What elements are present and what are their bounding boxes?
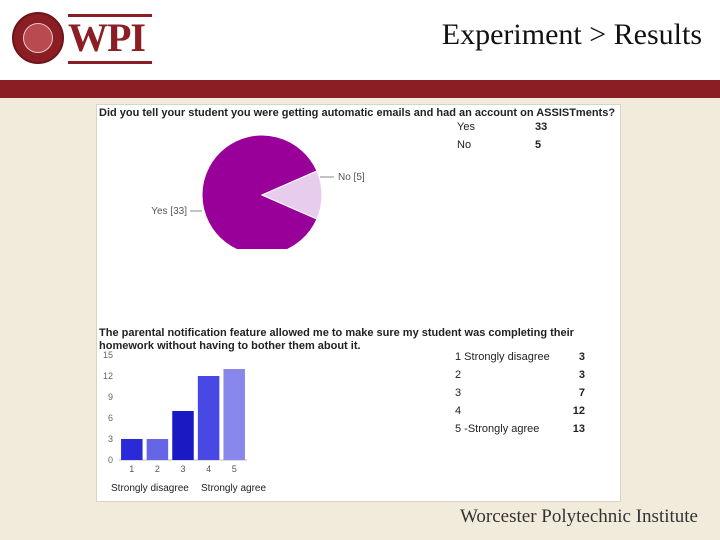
slide-header: WPI Experiment > Results — [0, 0, 720, 80]
bar-legend-value: 3 — [578, 351, 585, 363]
bar-y-tick-label: 9 — [108, 392, 113, 402]
bar-legend-value: 12 — [572, 405, 585, 417]
bar-question: The parental notification feature allowe… — [99, 327, 574, 352]
bar-legend-label: 3 — [455, 387, 462, 399]
bar-y-tick-label: 6 — [108, 413, 113, 423]
wpi-seal-icon — [12, 12, 64, 64]
results-panel: Did you tell your student you were getti… — [96, 104, 621, 502]
bar-legend-label: 2 — [455, 369, 462, 381]
bar-2 — [146, 439, 169, 460]
bar-1 — [121, 439, 143, 460]
bar-legend-value: 3 — [578, 369, 585, 381]
pie-legend-label: Yes — [457, 121, 475, 133]
bar-x-tick-label: 1 — [129, 464, 134, 474]
bar-x-tick-label: 3 — [180, 464, 185, 474]
bar-y-tick-label: 15 — [103, 350, 113, 360]
bar-5 — [223, 369, 245, 460]
pie-legend-label: No — [457, 139, 472, 151]
bar-x-tick-label: 4 — [206, 464, 211, 474]
pie-question: Did you tell your student you were getti… — [99, 107, 616, 119]
x-label-strongly-disagree: Strongly disagree — [111, 483, 189, 494]
bar-y-tick-label: 12 — [103, 371, 113, 381]
logo-rule-bottom — [68, 61, 152, 64]
bar-4 — [197, 376, 220, 460]
slide-title: Experiment > Results — [441, 18, 702, 51]
bar-y-tick-label: 0 — [108, 455, 113, 465]
x-label-strongly-agree: Strongly agree — [201, 483, 267, 494]
pie-slice-no — [260, 170, 323, 220]
institution-name: Worcester Polytechnic Institute — [459, 506, 698, 527]
pie-legend-value: 5 — [535, 139, 542, 151]
logo-wordmark: WPI — [68, 15, 146, 60]
pie-slice-yes — [201, 134, 318, 249]
pie-chart: No [5] Yes [33] — [151, 134, 365, 249]
bar-3 — [172, 411, 194, 460]
header-bar — [0, 80, 720, 98]
bar-legend-label: 4 — [455, 405, 462, 417]
bar-x-tick-label: 5 — [232, 464, 237, 474]
pie-legend-value: 33 — [535, 121, 548, 133]
pie-callout-no: No [5] — [338, 172, 365, 183]
bar-x-tick-label: 2 — [155, 464, 160, 474]
bar-legend-value: 7 — [578, 387, 585, 399]
bar-legend-label: 1 Strongly disagree — [455, 351, 550, 363]
bar-legend-label: 5 -Strongly agree — [455, 423, 540, 435]
wpi-logo: WPI — [12, 12, 152, 68]
logo-rule-top — [68, 14, 152, 17]
bar-y-tick-label: 3 — [108, 434, 113, 444]
bar-legend-value: 13 — [572, 423, 585, 435]
pie-callout-yes: Yes [33] — [151, 206, 187, 217]
